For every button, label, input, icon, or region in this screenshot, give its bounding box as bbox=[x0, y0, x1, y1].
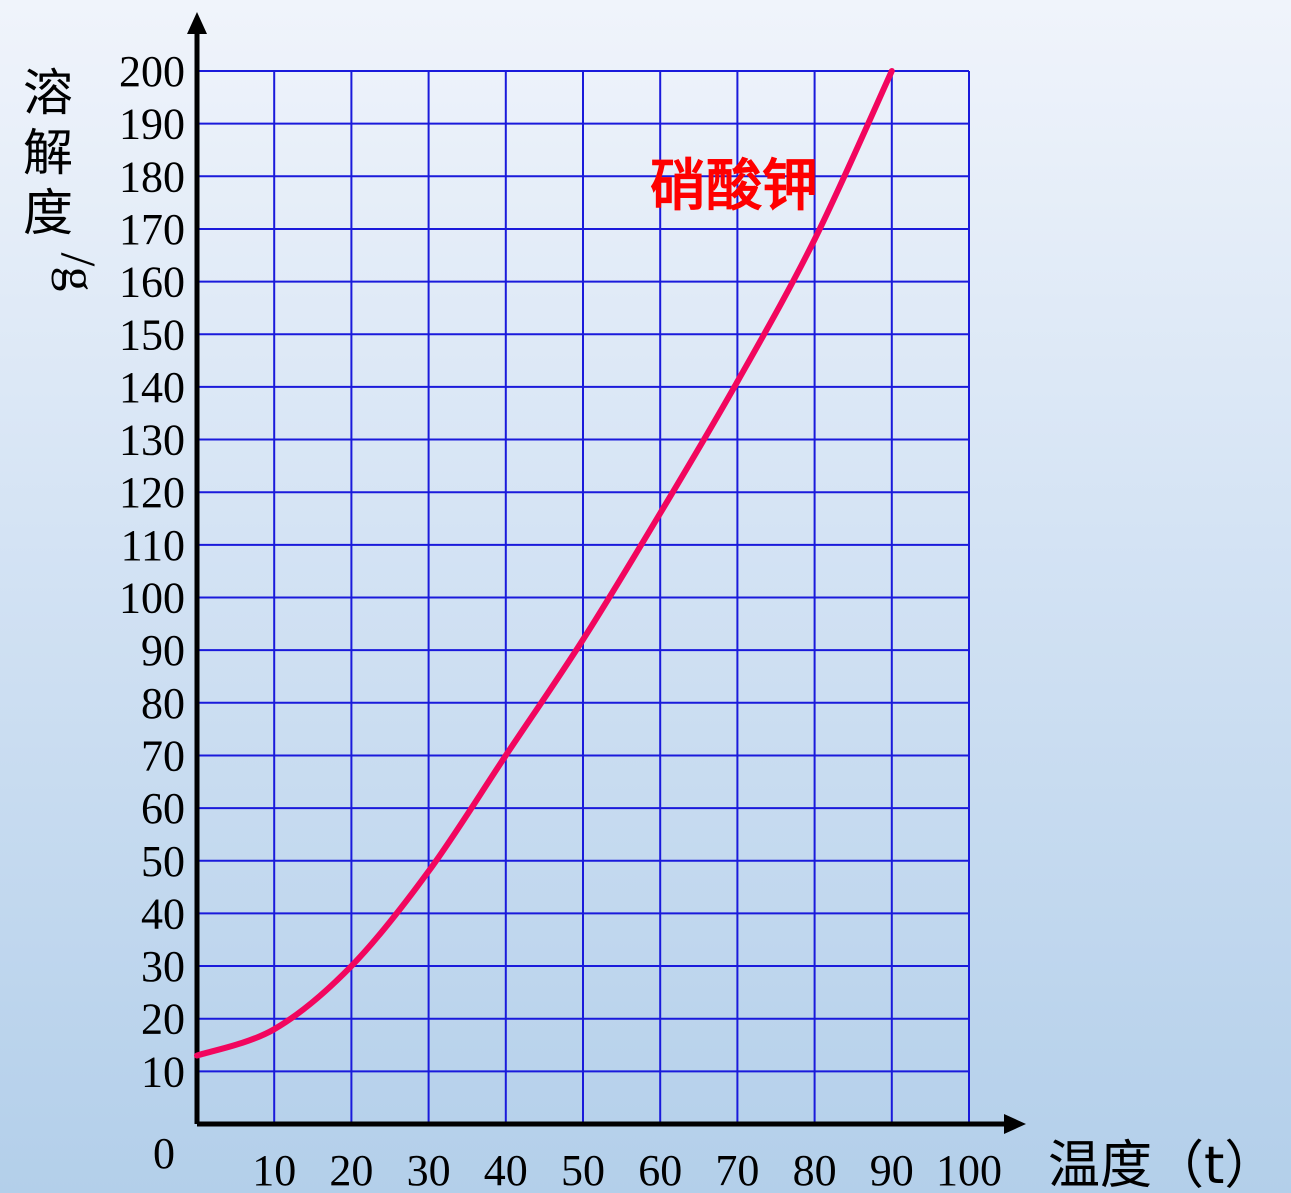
x-axis-arrow bbox=[1004, 1114, 1026, 1134]
y-tick-label-80: 80 bbox=[141, 679, 185, 728]
y-tick-label-0: 0 bbox=[153, 1129, 175, 1178]
y-axis-arrow bbox=[187, 12, 207, 34]
y-tick-label-110: 110 bbox=[121, 521, 185, 570]
y-tick-label-160: 160 bbox=[119, 258, 185, 307]
y-tick-label-130: 130 bbox=[119, 416, 185, 465]
x-tick-label-30: 30 bbox=[407, 1146, 451, 1193]
x-tick-label-20: 20 bbox=[329, 1146, 373, 1193]
x-tick-labels: 10 20 30 40 50 60 70 80 90 100 bbox=[252, 1146, 1002, 1193]
x-tick-label-50: 50 bbox=[561, 1146, 605, 1193]
x-tick-label-60: 60 bbox=[638, 1146, 682, 1193]
x-tick-label-40: 40 bbox=[484, 1146, 528, 1193]
x-tick-label-70: 70 bbox=[715, 1146, 759, 1193]
y-tick-label-60: 60 bbox=[141, 784, 185, 833]
y-tick-label-190: 190 bbox=[119, 100, 185, 149]
y-axis-label: 溶解度/g bbox=[23, 64, 107, 291]
y-tick-label-180: 180 bbox=[119, 152, 185, 201]
series-label-0: 硝酸钾 bbox=[650, 154, 818, 219]
y-tick-label-90: 90 bbox=[141, 626, 185, 675]
y-tick-label-50: 50 bbox=[141, 837, 185, 886]
series-line-0 bbox=[194, 68, 895, 1059]
y-tick-label-100: 100 bbox=[119, 574, 185, 623]
x-axis-label: 温度（t） bbox=[1048, 1136, 1276, 1193]
axes bbox=[187, 12, 1026, 1134]
grid bbox=[197, 70, 970, 1124]
y-tick-label-20: 20 bbox=[141, 995, 185, 1044]
y-tick-label-10: 10 bbox=[141, 1047, 185, 1096]
y-tick-labels: 0 102030405060708090100110120130140150160… bbox=[119, 47, 185, 1178]
y-axis-label-char-2: 度 bbox=[23, 184, 73, 242]
y-tick-label-40: 40 bbox=[141, 889, 185, 938]
x-tick-label-10: 10 bbox=[252, 1146, 296, 1193]
y-tick-label-150: 150 bbox=[119, 310, 185, 359]
x-tick-label-90: 90 bbox=[870, 1146, 914, 1193]
series-layer: 硝酸钾 bbox=[194, 68, 895, 1059]
x-tick-label-80: 80 bbox=[793, 1146, 837, 1193]
y-tick-label-30: 30 bbox=[141, 942, 185, 991]
y-tick-label-70: 70 bbox=[141, 731, 185, 780]
y-tick-label-200: 200 bbox=[119, 47, 185, 96]
y-tick-label-140: 140 bbox=[119, 363, 185, 412]
y-tick-label-170: 170 bbox=[119, 205, 185, 254]
y-axis-label-char-0: 溶 bbox=[23, 64, 73, 122]
x-tick-label-100: 100 bbox=[936, 1146, 1002, 1193]
y-axis-label-unit: /g bbox=[51, 253, 107, 292]
y-tick-label-120: 120 bbox=[119, 468, 185, 517]
y-axis-label-char-1: 解 bbox=[23, 124, 73, 182]
